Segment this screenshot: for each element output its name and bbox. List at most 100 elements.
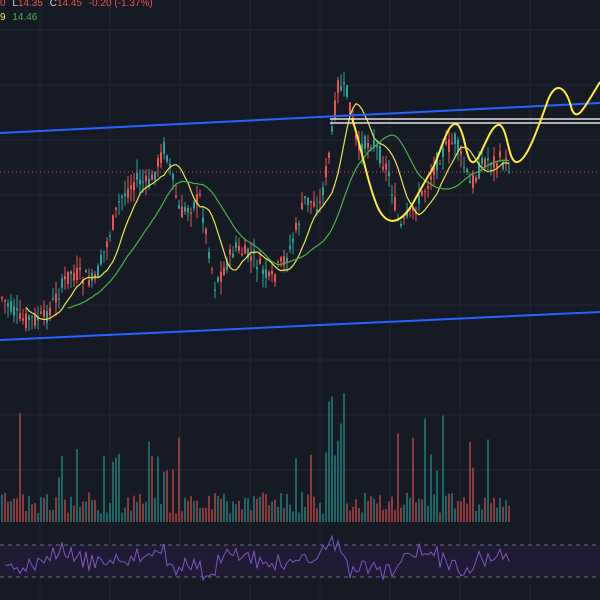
volume-bar <box>364 492 366 522</box>
candle-body <box>97 265 99 278</box>
candle-body <box>487 158 489 161</box>
volume-bar <box>277 506 279 522</box>
volume-bar <box>280 493 282 522</box>
candle-body <box>283 256 285 266</box>
volume-bar <box>241 509 243 522</box>
candle-body <box>73 272 75 281</box>
volume-bar <box>28 495 30 522</box>
candle-body <box>343 82 345 85</box>
volume-bar <box>367 500 369 522</box>
volume-bar <box>103 455 105 522</box>
candle-body <box>52 298 54 300</box>
volume-bar <box>4 492 6 522</box>
candle-body <box>100 254 102 265</box>
volume-bar <box>463 497 465 522</box>
volume-bar <box>166 470 168 522</box>
volume-bar <box>256 498 258 522</box>
candle-body <box>376 144 378 148</box>
candle-body <box>484 158 486 168</box>
candle-body <box>154 171 156 180</box>
volume-bar <box>496 507 498 522</box>
candle-body <box>307 197 309 206</box>
candle-body <box>133 182 135 191</box>
volume-bar <box>259 496 261 522</box>
candle-body <box>181 206 183 218</box>
candle-body <box>328 152 330 158</box>
volume-bar <box>451 493 453 522</box>
candle-body <box>436 152 438 171</box>
volume-bar <box>361 512 363 522</box>
candle-body <box>37 316 39 321</box>
candle-body <box>28 316 30 321</box>
candle-body <box>349 102 351 115</box>
volume-bar <box>124 507 126 522</box>
volume-bar <box>136 501 138 522</box>
candle-body <box>313 201 315 207</box>
volume-bar <box>397 433 399 522</box>
candle-body <box>145 175 147 182</box>
volume-bar <box>208 495 210 522</box>
candle-body <box>361 143 363 156</box>
volume-bar <box>181 511 183 522</box>
candle-body <box>430 176 432 180</box>
candle-body <box>478 162 480 179</box>
volume-bar <box>340 423 342 522</box>
volume-bar <box>220 498 222 522</box>
candle-body <box>61 278 63 288</box>
volume-bar <box>55 497 57 522</box>
candle-body <box>460 151 462 155</box>
candle-body <box>346 85 348 97</box>
volume-bar <box>385 509 387 522</box>
volume-bar <box>7 501 9 522</box>
volume-bar <box>13 498 15 522</box>
candle-body <box>268 271 270 276</box>
volume-bar <box>436 470 438 522</box>
volume-bar <box>442 415 444 522</box>
volume-bar <box>211 509 213 522</box>
volume-bar <box>481 509 483 522</box>
volume-bar <box>325 452 327 522</box>
volume-bar <box>403 504 405 522</box>
candle-body <box>250 256 252 261</box>
volume-bar <box>196 500 198 522</box>
volume-bar <box>304 506 306 522</box>
volume-bar <box>352 506 354 522</box>
candle-body <box>169 163 171 169</box>
volume-bar <box>31 504 33 522</box>
candle-body <box>424 191 426 193</box>
volume-bar <box>286 493 288 522</box>
candle-body <box>163 141 165 154</box>
low-label: L <box>12 0 18 9</box>
volume-bar <box>64 499 66 522</box>
candle-body <box>505 158 507 162</box>
candle-body <box>25 313 27 329</box>
candle-body <box>187 208 189 213</box>
volume-bar <box>292 511 294 522</box>
volume-bar <box>217 496 219 522</box>
candle-body <box>241 253 243 256</box>
candle-body <box>103 250 105 253</box>
candle-body <box>412 207 414 211</box>
volume-bar <box>370 496 372 522</box>
candle-body <box>394 196 396 211</box>
candle-body <box>472 175 474 189</box>
volume-bar <box>214 493 216 522</box>
ohlc-legend: 0 L14.35 C14.45 -0.20 (-1.37%) <box>0 0 157 9</box>
volume-bar <box>229 513 231 522</box>
volume-bar <box>160 504 162 522</box>
volume-bar <box>394 509 396 522</box>
candle-body <box>214 289 216 291</box>
candle-body <box>217 277 219 282</box>
candle-body <box>7 303 9 307</box>
candle-body <box>136 173 138 180</box>
candle-body <box>16 308 18 311</box>
volume-bar <box>265 494 267 522</box>
close-label: C <box>49 0 57 9</box>
candle-body <box>499 151 501 158</box>
volume-bar <box>40 497 42 522</box>
volume-bar <box>478 504 480 522</box>
volume-bar <box>412 437 414 522</box>
candle-body <box>124 193 126 197</box>
